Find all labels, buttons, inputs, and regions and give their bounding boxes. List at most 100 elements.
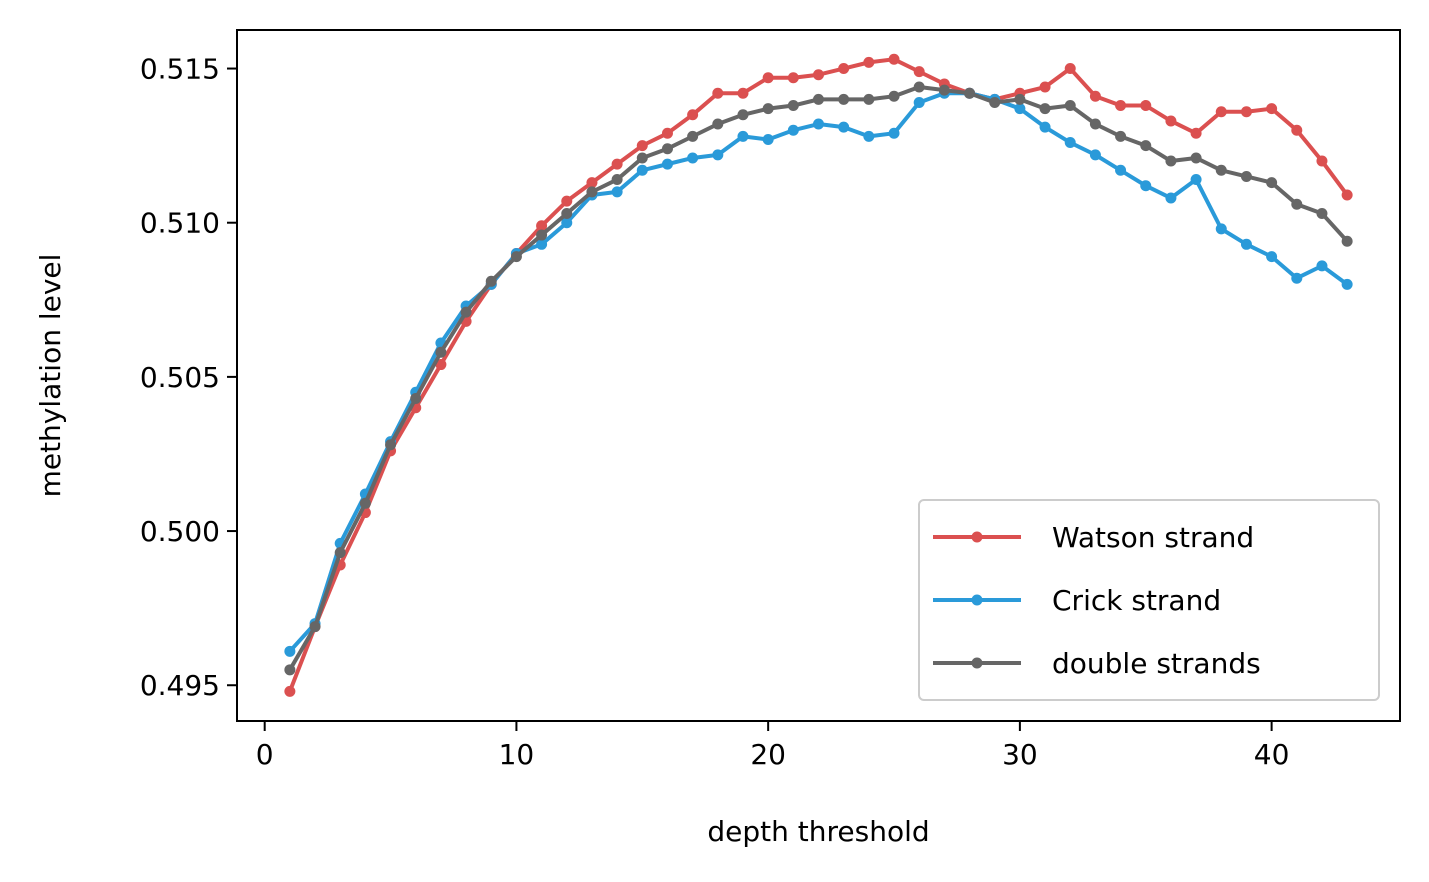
data-point xyxy=(284,664,296,676)
legend-label: Crick strand xyxy=(1052,584,1221,617)
data-point xyxy=(561,207,573,219)
data-point xyxy=(687,109,699,121)
legend-marker xyxy=(971,594,983,606)
data-point xyxy=(1215,106,1227,118)
data-point xyxy=(1115,164,1127,176)
data-point xyxy=(1291,124,1303,136)
data-point xyxy=(913,81,925,93)
data-point xyxy=(611,174,623,186)
data-point xyxy=(712,87,724,99)
data-point xyxy=(385,439,397,451)
data-point xyxy=(1140,100,1152,112)
data-point xyxy=(1341,278,1353,290)
data-point xyxy=(611,186,623,198)
data-point xyxy=(1266,177,1278,189)
y-axis: 0.495 0.500 0.505 0.510 0.515 xyxy=(140,53,237,702)
data-point xyxy=(762,103,774,115)
legend-marker xyxy=(971,531,983,543)
data-point xyxy=(737,130,749,142)
data-point xyxy=(762,72,774,84)
data-point xyxy=(863,56,875,68)
data-point xyxy=(1240,238,1252,250)
data-point xyxy=(1240,106,1252,118)
x-tick-label: 0 xyxy=(256,738,274,771)
data-point xyxy=(1341,235,1353,247)
data-point xyxy=(888,90,900,102)
y-tick-label: 0.510 xyxy=(140,207,220,240)
data-point xyxy=(536,238,548,250)
data-point xyxy=(1190,127,1202,139)
data-point xyxy=(687,130,699,142)
x-tick-label: 20 xyxy=(750,738,786,771)
data-point xyxy=(1165,192,1177,204)
data-point xyxy=(284,645,296,657)
data-point xyxy=(1291,198,1303,210)
data-point xyxy=(1266,103,1278,115)
data-point xyxy=(1115,130,1127,142)
data-point xyxy=(1316,155,1328,167)
data-point xyxy=(1039,121,1051,133)
data-point xyxy=(964,87,976,99)
data-point xyxy=(1316,260,1328,272)
data-point xyxy=(762,133,774,145)
data-point xyxy=(1064,100,1076,112)
data-point xyxy=(712,118,724,130)
data-point xyxy=(1089,90,1101,102)
x-tick-label: 40 xyxy=(1254,738,1290,771)
data-point xyxy=(913,96,925,108)
data-point xyxy=(485,275,497,287)
x-tick-label: 30 xyxy=(1002,738,1038,771)
data-point xyxy=(460,306,472,318)
data-point xyxy=(1039,81,1051,93)
data-point xyxy=(410,392,422,404)
legend: Watson strand Crick strand double strands xyxy=(918,499,1380,701)
data-point xyxy=(561,217,573,229)
y-tick-label: 0.495 xyxy=(140,669,220,702)
y-tick-label: 0.505 xyxy=(140,361,220,394)
data-point xyxy=(787,72,799,84)
data-point xyxy=(1215,164,1227,176)
legend-item: Watson strand xyxy=(933,521,1254,554)
data-point xyxy=(510,251,522,263)
data-point xyxy=(787,100,799,112)
data-point xyxy=(536,220,548,232)
data-point xyxy=(611,158,623,170)
y-axis-title: methylation level xyxy=(34,254,67,498)
legend-item: Crick strand xyxy=(933,584,1221,617)
data-point xyxy=(1115,100,1127,112)
axes-frame xyxy=(236,29,1401,722)
data-point xyxy=(1089,118,1101,130)
data-point xyxy=(636,152,648,164)
y-tick-label: 0.515 xyxy=(140,53,220,86)
series-double-strands xyxy=(284,81,1353,676)
data-point xyxy=(309,621,321,633)
data-point xyxy=(838,93,850,105)
x-axis-title: depth threshold xyxy=(707,815,929,848)
data-point xyxy=(536,229,548,241)
data-point xyxy=(737,87,749,99)
data-point xyxy=(284,685,296,697)
data-point xyxy=(661,158,673,170)
series-watson-strand xyxy=(284,53,1353,697)
legend-marker xyxy=(971,657,983,669)
data-point xyxy=(636,164,648,176)
data-point xyxy=(938,84,950,96)
data-point xyxy=(1240,170,1252,182)
data-point xyxy=(838,121,850,133)
data-point xyxy=(787,124,799,136)
legend-item: double strands xyxy=(933,647,1261,680)
data-point xyxy=(989,96,1001,108)
data-point xyxy=(661,143,673,155)
legend-box xyxy=(918,499,1380,701)
data-point xyxy=(1215,223,1227,235)
y-tick-label: 0.500 xyxy=(140,515,220,548)
plot-area xyxy=(284,53,1353,697)
data-point xyxy=(687,152,699,164)
data-point xyxy=(712,149,724,161)
legend-label: Watson strand xyxy=(1052,521,1254,554)
data-point xyxy=(334,547,346,559)
data-point xyxy=(863,93,875,105)
data-point xyxy=(913,66,925,78)
data-point xyxy=(1266,251,1278,263)
